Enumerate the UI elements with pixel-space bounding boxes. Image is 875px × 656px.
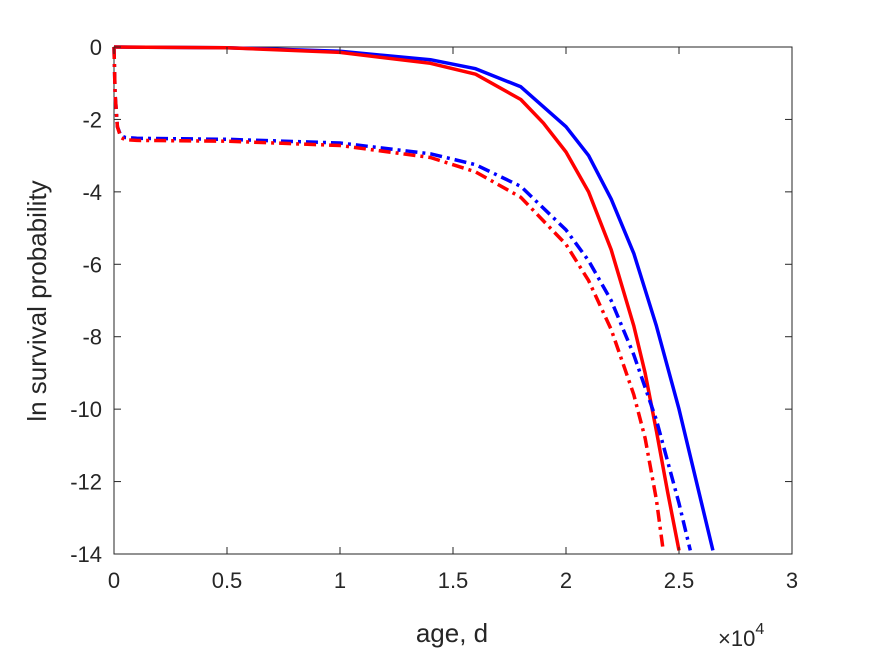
y-axis-label: ln survival probability	[22, 180, 52, 421]
y-tick-label: -4	[82, 180, 102, 205]
series-line-4	[112, 46, 665, 551]
x-tick-label: 2.5	[664, 568, 695, 593]
y-tick-label: -6	[82, 252, 102, 277]
y-tick-label: -8	[82, 325, 102, 350]
x-tick-label: 0.5	[212, 568, 243, 593]
series-layer	[112, 45, 715, 551]
series-line-1	[113, 45, 715, 551]
y-tick-label: 0	[90, 35, 102, 60]
series-line-2	[113, 45, 681, 551]
y-tick-label: -2	[82, 107, 102, 132]
plot-area	[113, 46, 793, 555]
series-line-3	[112, 46, 693, 551]
x-tick-label: 1.5	[438, 568, 469, 593]
x-axis-label: age, d	[416, 618, 488, 648]
axes-box	[113, 46, 793, 555]
x-tick-label: 3	[786, 568, 798, 593]
x-tick-label: 0	[108, 568, 120, 593]
x-axis-exponent-base: ×10	[718, 626, 755, 651]
y-tick-label: -14	[70, 542, 102, 567]
x-tick-label: 2	[560, 568, 572, 593]
x-axis-exponent-power: 4	[755, 621, 764, 638]
y-tick-label: -12	[70, 470, 102, 495]
x-tick-label: 1	[334, 568, 346, 593]
y-tick-label: -10	[70, 397, 102, 422]
ticks-layer: 0 0.5 1 1.5 2 2.5 3 0 -2 -4 -6 -8 -10 -12 -14	[70, 35, 798, 593]
x-axis-exponent: ×104	[718, 621, 764, 651]
